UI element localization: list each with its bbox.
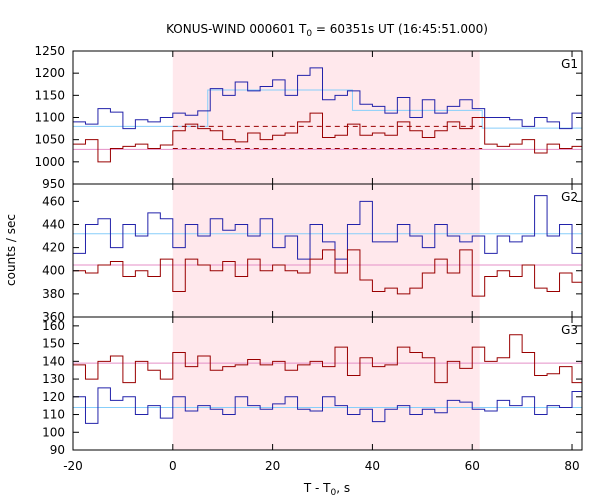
panel-label: G3 — [561, 323, 578, 337]
x-tick-label: 40 — [365, 459, 380, 473]
y-tick-label: 90 — [50, 443, 65, 457]
y-tick-label: 440 — [42, 217, 65, 231]
y-tick-label: 110 — [42, 408, 65, 422]
histogram-series-red — [73, 334, 582, 384]
y-tick-label: 1050 — [34, 133, 65, 147]
y-tick-label: 1250 — [34, 44, 65, 58]
shaded-interval — [172, 51, 480, 184]
x-tick-label: -20 — [63, 459, 83, 473]
y-tick-label: 1100 — [34, 111, 65, 125]
panel-g2: 360 380 400 420 440 460 G2 — [42, 183, 583, 324]
y-tick-label: 400 — [42, 264, 65, 278]
y-tick-label: 380 — [42, 287, 65, 301]
shaded-interval — [172, 184, 480, 317]
y-tick-label: 1150 — [34, 88, 65, 102]
y-tick-label: 1000 — [34, 155, 65, 169]
y-tick-label: 100 — [42, 425, 65, 439]
x-tick-label: 0 — [169, 459, 177, 473]
y-axis-label: counts / sec — [4, 214, 18, 286]
x-tick-label: 20 — [265, 459, 280, 473]
panel-label: G2 — [561, 190, 578, 204]
plot-layer: 950100010501100115012001250G136038040042… — [34, 44, 583, 473]
panel-label: G1 — [561, 57, 578, 71]
y-tick-label: 1200 — [34, 66, 65, 80]
panel-g1: 950 1000 1050 1100 1150 1200 1250 G1 — [34, 44, 583, 191]
y-tick-label: 130 — [42, 372, 65, 386]
panel-frame — [72, 316, 583, 451]
shaded-interval — [172, 317, 480, 450]
histogram-series-blue — [73, 195, 582, 260]
y-tick-label: 360 — [42, 310, 65, 324]
histogram-series-blue — [73, 67, 582, 130]
y-tick-label: 150 — [42, 337, 65, 351]
histogram-series-red — [73, 112, 582, 163]
y-tick-label: 140 — [42, 354, 65, 368]
histogram-series-blue — [73, 387, 582, 424]
y-tick-label: 160 — [42, 319, 65, 333]
y-tick-label: 120 — [42, 390, 65, 404]
x-axis-label: T - T0, s — [303, 481, 350, 498]
chart-title: KONUS-WIND 000601 T0 = 60351s UT (16:45:… — [166, 22, 488, 39]
histogram-series-red — [73, 249, 582, 297]
y-tick-label: 950 — [42, 177, 65, 191]
y-tick-label: 460 — [42, 194, 65, 208]
panel-g3: 90 100 110 120 130 140 150 160 G3 — [42, 316, 583, 457]
x-tick-label: 80 — [564, 459, 579, 473]
x-tick-label: 60 — [465, 459, 480, 473]
fit-step-line — [73, 89, 582, 129]
y-tick-label: 420 — [42, 241, 65, 255]
